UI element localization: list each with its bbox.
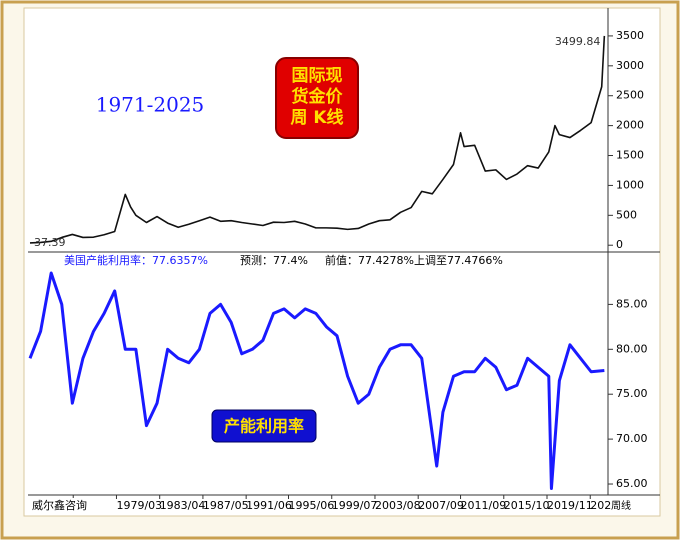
data-line <box>28 271 605 491</box>
y-tick-label: 3500 <box>616 29 644 42</box>
label-box-text: 产能利用率 <box>224 417 304 436</box>
y-tick-label: 3000 <box>616 59 644 72</box>
x-tick-label: 2015/10 <box>504 499 550 512</box>
title-line: 周 K线 <box>290 107 343 128</box>
source: 威尔鑫咨询 <box>32 498 87 512</box>
y-tick-label: 70.00 <box>616 432 648 445</box>
y-tick-label: 65.00 <box>616 477 648 490</box>
y-tick-label: 0 <box>616 238 623 251</box>
x-tick-label: 2011/09 <box>461 499 507 512</box>
period: 周线 <box>611 499 631 512</box>
x-tick-label: 1979/03 <box>116 499 162 512</box>
x-tick-label: 1991/06 <box>246 499 292 512</box>
x-tick-label: 1983/04 <box>160 499 206 512</box>
y-tick-label: 500 <box>616 208 637 221</box>
subtitle: 1971-2025 <box>96 93 205 117</box>
header-forecast: 预测：77.4% <box>240 254 308 267</box>
header-previous: 前值：77.4278%上调至77.4766% <box>325 253 503 267</box>
x-tick-label: 2007/09 <box>418 499 464 512</box>
value-label: 37.39 <box>34 236 66 249</box>
x-tick-label: 2019/11 <box>547 499 593 512</box>
y-tick-label: 75.00 <box>616 387 648 400</box>
x-tick-label: 1999/07 <box>332 499 378 512</box>
x-tick-label: 1987/05 <box>203 499 249 512</box>
x-tick-label: 1995/06 <box>289 499 335 512</box>
data-line <box>29 35 606 244</box>
y-tick-label: 80.00 <box>616 342 648 355</box>
y-tick-label: 2500 <box>616 89 644 102</box>
y-tick-label: 1000 <box>616 178 644 191</box>
value-label: 3499.84 <box>555 35 601 48</box>
label-box <box>211 409 317 443</box>
x-tick-label: 2003/08 <box>375 499 421 512</box>
y-tick-label: 2000 <box>616 119 644 132</box>
y-tick-label: 1500 <box>616 149 644 162</box>
source-bg <box>28 498 112 514</box>
header-value: 美国产能利用率：77.6357% <box>64 253 208 267</box>
x-tick-label: 202 <box>590 499 611 512</box>
title-box <box>275 57 359 139</box>
title-line: 国际现 <box>292 66 343 86</box>
y-tick-label: 85.00 <box>616 297 648 310</box>
title-line: 货金价 <box>292 86 344 107</box>
